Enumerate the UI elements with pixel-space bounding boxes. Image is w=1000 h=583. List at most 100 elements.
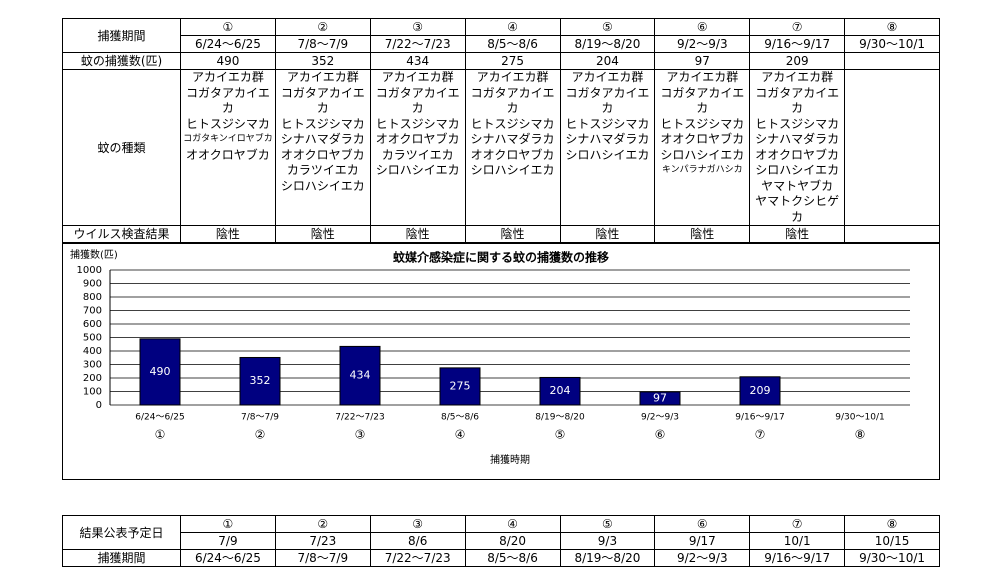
row-header: 結果公表予定日 <box>62 515 181 550</box>
species-cell: アカイエカ群 コガタアカイエカ ヒトスジシマカ オオクロヤブカ カラツイエカ シロハシイエ… <box>369 69 466 226</box>
row-header: 捕獲期間 <box>62 549 181 567</box>
species: コガタアカイエカ <box>755 85 840 116</box>
period: 9/16～9/17 <box>749 35 846 53</box>
period: 8/19～8/20 <box>559 549 656 567</box>
species: ヒトスジシマカ <box>185 116 270 131</box>
species: コガタキンイロヤブカ <box>183 134 273 144</box>
row: 蚊の捕獲数(匹) 490 352 434 275 204 97 209 <box>62 52 940 70</box>
bar <box>439 367 481 406</box>
species: アカイエカ群 <box>666 70 739 84</box>
chart: 蚊媒介感染症に関する蚊の捕獲数の推移 捕獲数(匹) 捕獲時期 0 100 200 30… <box>62 243 940 480</box>
period-number: ⑦ <box>749 515 846 533</box>
x-tick-number: ⑥ <box>655 428 666 442</box>
date: 8/6 <box>369 532 466 550</box>
period-number: ④ <box>464 515 561 533</box>
period-number: ③ <box>369 515 466 533</box>
species-cell: アカイエカ群 コガタアカイエカ ヒトスジシマカ コガタキンイロヤブカ オオクロヤブカ <box>180 69 276 226</box>
y-tick-label: 600 <box>83 319 102 330</box>
species: オオクロヤブカ <box>280 147 365 162</box>
virus-result: 陰性 <box>654 225 751 243</box>
bar <box>239 356 281 406</box>
species: キンパラナガハシカ <box>661 165 743 175</box>
x-axis-label: 捕獲時期 <box>490 453 530 466</box>
species: ヤマトクシヒゲカ <box>755 194 840 224</box>
x-tick-label: 7/22～7/23 <box>335 413 384 423</box>
date: 9/17 <box>654 532 751 550</box>
y-tick-label: 0 <box>96 400 102 411</box>
count: 490 <box>180 52 276 70</box>
species: コガタアカイエカ <box>565 85 650 116</box>
count: 209 <box>749 52 846 70</box>
species: オオクロヤブカ <box>375 132 460 146</box>
x-tick-number: ⑤ <box>555 428 566 442</box>
species: コガタアカイエカ <box>470 85 555 116</box>
y-tick-label: 200 <box>83 373 102 384</box>
species: コガタアカイエカ <box>660 85 745 116</box>
bar <box>539 376 581 406</box>
species: ヒトスジシマカ <box>280 116 365 131</box>
period-number: ① <box>180 18 276 36</box>
period: 9/2～9/3 <box>654 549 751 567</box>
date: 7/23 <box>274 532 371 550</box>
period: 9/16～9/17 <box>749 549 846 567</box>
period-number: ④ <box>464 18 561 36</box>
species-cell: アカイエカ群 コガタアカイエカ ヒトスジシマカ シナハマダラカ オオクロヤブカ シロハシイ… <box>749 69 846 226</box>
x-tick-label: 9/16～9/17 <box>735 413 784 423</box>
value-label: 275 <box>450 379 471 392</box>
period: 7/22～7/23 <box>369 35 466 53</box>
row-header: 蚊の捕獲数(匹) <box>62 52 181 70</box>
y-axis-label: 捕獲数(匹) <box>70 248 118 261</box>
species-cell <box>844 69 940 226</box>
row-header: ウイルス検査結果 <box>62 225 181 243</box>
species-cell: アカイエカ群 コガタアカイエカ ヒトスジシマカ オオクロヤブカ シロハシイエカ キンパラナ… <box>654 69 751 226</box>
value-label: 352 <box>250 374 271 387</box>
y-tick-label: 800 <box>83 292 102 303</box>
species: ヤマトヤブカ <box>761 178 834 193</box>
row-header: 蚊の種類 <box>62 69 181 226</box>
species: アカイエカ群 <box>381 70 454 84</box>
y-tick-label: 300 <box>83 360 102 371</box>
period: 9/30～10/1 <box>844 549 940 567</box>
virus-result: 陰性 <box>464 225 561 243</box>
y-tick-label: 500 <box>83 333 102 344</box>
bar <box>339 345 381 406</box>
period: 8/5～8/6 <box>464 35 561 53</box>
species: シロハシイエカ <box>280 178 365 193</box>
row: 結果公表予定日 ① ② ③ ④ ⑤ ⑥ ⑦ ⑧ <box>62 515 940 550</box>
y-tick-label: 100 <box>83 387 102 398</box>
species: カラツイエカ <box>286 163 359 177</box>
species: シロハシイエカ <box>755 163 840 177</box>
row: 蚊の種類 アカイエカ群 コガタアカイエカ ヒトスジシマカ コガタキンイロヤブカ オオクロヤ… <box>62 69 940 226</box>
x-tick-label: 7/8～7/9 <box>241 413 279 423</box>
x-tick-label: 8/19～8/20 <box>535 413 585 423</box>
species: ヒトスジシマカ <box>470 116 555 131</box>
species: シロハシイエカ <box>375 163 460 177</box>
y-tick-label: 1000 <box>77 265 102 276</box>
value-label: 209 <box>750 384 771 397</box>
virus-result: 陰性 <box>180 225 276 243</box>
chart-title: 蚊媒介感染症に関する蚊の捕獲数の推移 <box>393 250 609 265</box>
species: アカイエカ群 <box>761 70 834 84</box>
x-tick-number: ① <box>155 428 166 442</box>
bar <box>139 338 181 406</box>
x-tick-label: 6/24～6/25 <box>135 413 184 423</box>
row: 7/9 7/23 8/6 8/20 9/3 9/17 10/1 10/15 <box>63 532 940 550</box>
period: 7/8～7/9 <box>274 35 371 53</box>
species: アカイエカ群 <box>476 70 549 84</box>
row: 捕獲期間 ① ② ③ ④ ⑤ ⑥ ⑦ ⑧ <box>62 18 940 53</box>
x-tick-number: ④ <box>455 428 466 442</box>
x-tick-number: ⑦ <box>755 428 766 442</box>
species: アカイエカ群 <box>191 70 264 84</box>
species: シナハマダラカ <box>755 132 840 146</box>
period: 8/19～8/20 <box>559 35 656 53</box>
row: 6/24～6/25 7/8～7/9 7/22～7/23 8/5～8/6 8/19～8/2… <box>63 35 940 53</box>
species: オオクロヤブカ <box>755 147 840 162</box>
species: シナハマダラカ <box>565 132 650 146</box>
species: オオクロヤブカ <box>660 132 745 146</box>
x-tick-label: 9/2～9/3 <box>641 413 679 423</box>
species-cell: アカイエカ群 コガタアカイエカ ヒトスジシマカ シナハマダラカ オオクロヤブカ シロハシイ… <box>464 69 561 226</box>
empty-cell <box>844 225 940 243</box>
virus-result: 陰性 <box>559 225 656 243</box>
y-tick-label: 700 <box>83 306 102 317</box>
species: ヒトスジシマカ <box>755 116 840 131</box>
